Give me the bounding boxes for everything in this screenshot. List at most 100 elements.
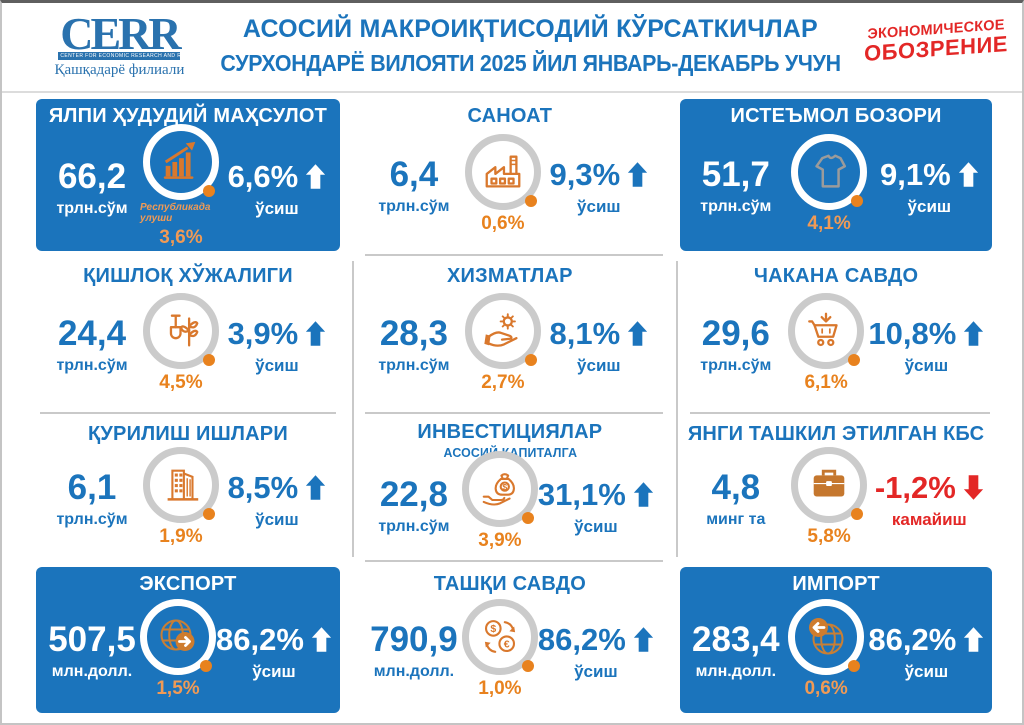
card-services: ХИЗМАТЛАР 28,3 трлн.сўм (357, 259, 662, 409)
globe-import-icon (788, 599, 865, 675)
up-arrow-icon (958, 161, 979, 188)
card-title: ҚУРИЛИШ ИШЛАРИ (88, 423, 288, 445)
money-bag-icon: $ (461, 451, 538, 527)
magazine-logo: ЭКОНОМИЧЕСКОЕ ОБОЗРЕНИЕ (864, 17, 1008, 65)
indicator-value: 790,9 (370, 620, 458, 660)
up-arrow-icon (305, 163, 326, 190)
share-percent: 4,1% (807, 213, 851, 234)
up-arrow-icon (963, 626, 984, 653)
indicator-unit: трлн.сўм (700, 356, 772, 374)
logo-acronym: CERR (60, 8, 181, 59)
share-percent: 0,6% (481, 213, 525, 234)
growth-label: ўсиш (574, 516, 618, 536)
indicator-unit: млн.долл. (695, 662, 777, 680)
growth-label: камайиш (891, 509, 967, 529)
shovel-plant-icon (142, 293, 219, 369)
growth-percent: 10,8% (868, 315, 957, 351)
growth-label: ўсиш (574, 661, 618, 681)
cerr-logo: CERR CENTER FOR ECONOMIC RESEARCH AND RE… (42, 11, 197, 78)
divider (676, 261, 678, 557)
growth-label: ўсиш (577, 196, 621, 216)
growth-label: ўсиш (904, 661, 949, 681)
card-import: ИМПОРТ 283,4 млн.долл. (679, 567, 993, 713)
indicator-value: 29,6 (701, 314, 770, 354)
svg-text:$: $ (490, 623, 496, 635)
card-title: ҚИШЛОҚ ХЎЖАЛИГИ (83, 265, 293, 287)
divider (690, 412, 990, 414)
briefcase-icon (791, 447, 868, 523)
sub-title: СУРХОНДАРЁ ВИЛОЯТИ 2025 ЙИЛ ЯНВАРЬ-ДЕКАБ… (220, 50, 841, 76)
share-percent: 0,6% (804, 678, 848, 699)
divider (365, 254, 663, 256)
logo-banner: CENTER FOR ECONOMIC RESEARCH AND REFORMS (58, 52, 181, 60)
indicator-unit: трлн.сўм (56, 356, 128, 374)
growth-label: ўсиш (577, 355, 621, 375)
down-arrow-icon (963, 474, 984, 501)
indicator-unit: млн.долл. (373, 662, 455, 680)
svg-text:$: $ (502, 482, 507, 492)
factory-icon (464, 134, 541, 210)
growth-percent: 31,1% (537, 476, 626, 512)
card-retail-trade: ЧАКАНА САВДО 29,6 трлн.сўм (679, 259, 993, 409)
growth-percent: 8,1% (549, 315, 621, 351)
indicator-value: 24,4 (57, 314, 127, 354)
growth-percent: 9,1% (879, 156, 951, 192)
indicator-unit: трлн.сўм (378, 517, 450, 535)
hand-gear-icon (464, 293, 541, 369)
indicator-value: 66,2 (57, 157, 127, 197)
indicator-value: 51,7 (701, 155, 770, 195)
growth-label: ўсиш (255, 509, 299, 529)
share-percent: 1,5% (156, 678, 200, 699)
growth-label: ўсиш (255, 355, 299, 375)
indicator-unit: трлн.сўм (56, 199, 128, 217)
growth-percent: 86,2% (537, 621, 626, 657)
up-arrow-icon (633, 626, 654, 653)
page-title: АСОСИЙ МАКРОИҚТИСОДИЙ КЎРСАТКИЧЛАР СУРХО… (197, 11, 864, 77)
share-percent: 2,7% (481, 372, 525, 393)
growth-percent: 3,9% (227, 315, 299, 351)
indicator-value: 6,1 (67, 468, 117, 508)
growth-percent: 8,5% (227, 469, 299, 505)
indicator-grid: ЯЛПИ ҲУДУДИЙ МАҲСУЛОТ 66,2 трлн.сўм (2, 93, 1022, 713)
card-export: ЭКСПОРТ 507,5 млн.долл. (36, 567, 340, 713)
share-percent: 3,6% (159, 227, 203, 248)
card-title: ЯНГИ ТАШКИЛ ЭТИЛГАН КБС (687, 423, 985, 445)
card-consumer-market: ИСТЕЪМОЛ БОЗОРИ 51,7 трлн.сўм 4,1% (679, 99, 993, 251)
indicator-unit: трлн.сўм (56, 510, 128, 528)
building-icon (142, 447, 219, 523)
card-construction: ҚУРИЛИШ ИШЛАРИ 6,1 трлн.сўм (36, 417, 340, 559)
share-percent: 5,8% (807, 526, 851, 547)
up-arrow-icon (627, 320, 648, 347)
card-title: ЭКСПОРТ (139, 573, 237, 595)
share-percent: 4,5% (159, 372, 203, 393)
divider (365, 412, 663, 414)
share-percent: 6,1% (804, 372, 848, 393)
indicator-unit: трлн.сўм (378, 356, 450, 374)
card-title: САНОАТ (467, 105, 553, 127)
share-percent: 1,0% (478, 678, 522, 699)
card-foreign-trade: ТАШҚИ САВДО 790,9 млн.долл. $ € (357, 567, 662, 713)
growth-percent: 86,2% (216, 621, 304, 657)
growth-percent: -1,2% (874, 469, 956, 505)
up-arrow-icon (633, 481, 654, 508)
up-arrow-icon (627, 161, 648, 188)
currency-exchange-icon: $ € (461, 599, 538, 675)
indicator-value: 507,5 (48, 620, 136, 660)
divider (365, 560, 663, 562)
growth-label: ўсиш (904, 355, 949, 375)
up-arrow-icon (963, 320, 984, 347)
indicator-unit: трлн.сўм (378, 197, 450, 215)
shopping-cart-icon (788, 293, 865, 369)
indicator-value: 28,3 (379, 314, 448, 354)
card-new-small-businesses: ЯНГИ ТАШКИЛ ЭТИЛГАН КБС 4,8 минг та (679, 417, 993, 559)
card-title: ТАШҚИ САВДО (433, 573, 586, 595)
indicator-value: 6,4 (389, 155, 439, 195)
growth-label: ўсиш (907, 196, 952, 216)
growth-percent: 86,2% (868, 621, 957, 657)
divider (352, 261, 354, 557)
growth-label: ўсиш (252, 661, 296, 681)
card-gross-regional-product: ЯЛПИ ҲУДУДИЙ МАҲСУЛОТ 66,2 трлн.сўм (36, 99, 340, 251)
header: CERR CENTER FOR ECONOMIC RESEARCH AND RE… (2, 3, 1022, 93)
share-label: Республикада улуши (140, 202, 211, 224)
